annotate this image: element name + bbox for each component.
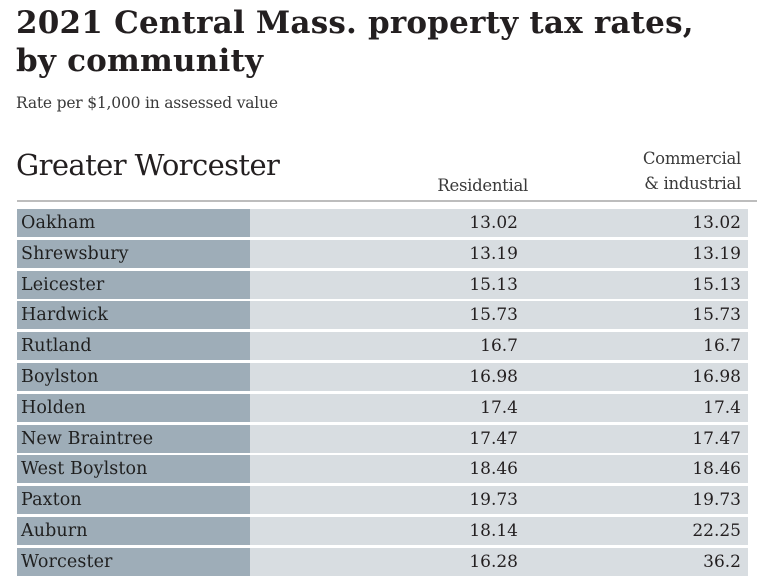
commercial-rate: 18.46 xyxy=(692,459,741,480)
residential-rate: 13.02 xyxy=(469,213,518,233)
community-name: Rutland xyxy=(17,332,250,361)
column-header-residential: Residential xyxy=(437,176,528,195)
title-line-1: 2021 Central Mass. property tax rates, xyxy=(16,5,694,41)
column-header-commercial-line-1: Commercial xyxy=(642,149,741,168)
community-name: Auburn xyxy=(17,516,250,545)
community-name: Worcester xyxy=(17,547,250,576)
residential-rate: 15.13 xyxy=(469,274,518,295)
table-row: Auburn 18.14 22.25 xyxy=(17,516,748,545)
rate-values: 18.46 18.46 xyxy=(250,455,748,484)
rate-values: 13.02 13.02 xyxy=(250,209,748,237)
title-line-2: by community xyxy=(16,43,264,79)
commercial-rate: 16.7 xyxy=(703,336,741,357)
rate-values: 15.13 15.13 xyxy=(250,270,748,299)
community-name: Leicester xyxy=(17,270,250,299)
commercial-rate: 15.73 xyxy=(692,305,741,326)
rate-values: 16.7 16.7 xyxy=(250,332,748,361)
table-row: Rutland 16.7 16.7 xyxy=(17,332,748,361)
residential-rate: 13.19 xyxy=(469,243,518,264)
residential-rate: 18.46 xyxy=(469,459,518,480)
residential-rate: 17.4 xyxy=(480,397,518,418)
residential-rate: 16.28 xyxy=(469,551,518,572)
rate-values: 16.28 36.2 xyxy=(250,547,748,576)
residential-rate: 17.47 xyxy=(469,428,518,449)
chart-title: 2021 Central Mass. property tax rates, b… xyxy=(16,4,756,80)
community-name: Hardwick xyxy=(17,301,250,330)
rate-values: 19.73 19.73 xyxy=(250,486,748,515)
residential-rate: 18.14 xyxy=(469,520,518,541)
commercial-rate: 17.47 xyxy=(692,428,741,449)
table-row: Worcester 16.28 36.2 xyxy=(17,547,748,576)
table-row: West Boylston 18.46 18.46 xyxy=(17,455,748,484)
commercial-rate: 13.02 xyxy=(692,213,741,233)
rate-values: 18.14 22.25 xyxy=(250,516,748,545)
commercial-rate: 15.13 xyxy=(692,274,741,295)
table-row: Boylston 16.98 16.98 xyxy=(17,362,748,391)
community-name: New Braintree xyxy=(17,424,250,453)
community-name: Holden xyxy=(17,393,250,422)
community-name: Oakham xyxy=(17,209,250,237)
residential-rate: 15.73 xyxy=(469,305,518,326)
community-name: Shrewsbury xyxy=(17,239,250,268)
table-row: Holden 17.4 17.4 xyxy=(17,393,748,422)
residential-rate: 16.98 xyxy=(469,366,518,387)
commercial-rate: 36.2 xyxy=(703,551,741,572)
table-row: Leicester 15.13 15.13 xyxy=(17,270,748,299)
chart-subtitle: Rate per $1,000 in assessed value xyxy=(16,94,278,112)
commercial-rate: 16.98 xyxy=(692,366,741,387)
residential-rate: 19.73 xyxy=(469,490,518,511)
table-row: Shrewsbury 13.19 13.19 xyxy=(17,239,748,268)
community-name: West Boylston xyxy=(17,455,250,484)
header-divider xyxy=(17,200,757,202)
column-header-commercial-line-2: & industrial xyxy=(644,174,741,193)
section-heading: Greater Worcester xyxy=(16,148,280,182)
table-row: New Braintree 17.47 17.47 xyxy=(17,424,748,453)
commercial-rate: 22.25 xyxy=(692,520,741,541)
table-row: Oakham 13.02 13.02 xyxy=(17,209,748,237)
table-row: Hardwick 15.73 15.73 xyxy=(17,301,748,330)
community-name: Paxton xyxy=(17,486,250,515)
community-name: Boylston xyxy=(17,362,250,391)
residential-rate: 16.7 xyxy=(480,336,518,357)
rate-values: 17.47 17.47 xyxy=(250,424,748,453)
table-row: Paxton 19.73 19.73 xyxy=(17,486,748,515)
rate-values: 17.4 17.4 xyxy=(250,393,748,422)
commercial-rate: 17.4 xyxy=(703,397,741,418)
tax-rate-table: Oakham 13.02 13.02 Shrewsbury 13.19 13.19 Leic… xyxy=(17,209,748,579)
commercial-rate: 19.73 xyxy=(692,490,741,511)
column-header-commercial: Commercial & industrial xyxy=(643,146,741,196)
rate-values: 16.98 16.98 xyxy=(250,362,748,391)
commercial-rate: 13.19 xyxy=(692,243,741,264)
rate-values: 15.73 15.73 xyxy=(250,301,748,330)
rate-values: 13.19 13.19 xyxy=(250,239,748,268)
